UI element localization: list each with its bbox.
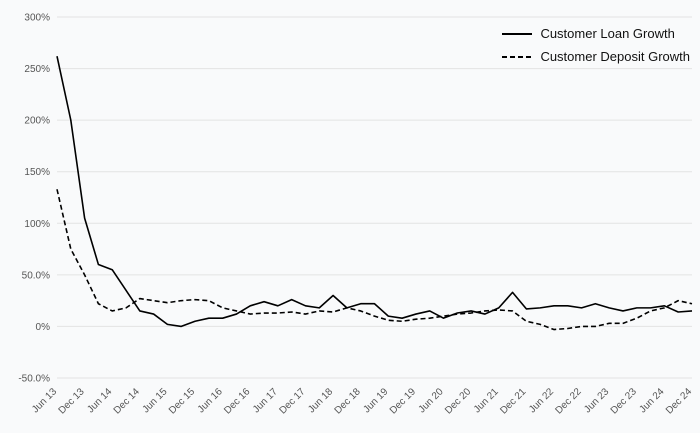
x-axis-tick-label: Dec 23 (609, 386, 639, 416)
y-axis-tick-label: 250% (24, 64, 50, 75)
legend-label-deposit-growth: Customer Deposit Growth (540, 49, 690, 64)
x-axis-tick-label: Jun 15 (141, 386, 170, 415)
x-axis-tick-label: Dec 15 (167, 386, 197, 416)
y-axis-tick-label: 150% (24, 167, 50, 178)
x-axis-tick-label: Jun 21 (472, 386, 501, 415)
x-axis-tick-label: Dec 24 (664, 386, 694, 416)
x-axis-tick-label: Dec 19 (388, 386, 418, 416)
x-axis-tick-label: Dec 18 (333, 386, 363, 416)
x-axis-tick-label: Jun 14 (85, 386, 114, 415)
x-axis-tick-label: Dec 16 (222, 386, 252, 416)
x-axis-tick-label: Jun 17 (251, 386, 280, 415)
y-axis-tick-label: 50.0% (22, 270, 50, 281)
x-axis-tick-label: Dec 14 (112, 386, 142, 416)
solid-line-swatch (502, 32, 533, 35)
x-axis-tick-label: Dec 13 (57, 386, 87, 416)
x-axis-tick-label: Jun 24 (637, 386, 666, 415)
chart-legend: Customer Loan Growth Customer Deposit Gr… (498, 24, 694, 66)
x-axis-tick-label: Jun 16 (196, 386, 225, 415)
x-axis-tick-label: Dec 21 (498, 386, 528, 416)
y-axis-tick-label: 200% (24, 116, 50, 127)
x-axis-tick-label: Jun 20 (417, 386, 446, 415)
legend-item-deposit-growth: Customer Deposit Growth (502, 49, 690, 64)
x-axis-tick-label: Jun 18 (306, 386, 335, 415)
x-axis-tick-label: Dec 17 (277, 386, 307, 416)
x-axis-tick-label: Dec 20 (443, 386, 473, 416)
dashed-line-swatch (502, 55, 533, 58)
x-axis-tick-label: Jun 23 (582, 386, 611, 415)
legend-item-loan-growth: Customer Loan Growth (502, 26, 690, 41)
y-axis-tick-label: 0% (36, 322, 51, 333)
x-axis-tick-label: Jun 22 (527, 386, 556, 415)
series-line-solid (56, 56, 693, 328)
y-axis-tick-label: 100% (24, 219, 50, 230)
x-axis-tick-label: Jun 13 (30, 386, 59, 415)
y-axis-tick-label: -50.0% (18, 374, 50, 385)
x-axis-tick-label: Dec 22 (554, 386, 584, 416)
x-axis-tick-label: Jun 19 (361, 386, 390, 415)
series-line-dashed (56, 189, 693, 331)
legend-label-loan-growth: Customer Loan Growth (540, 26, 675, 41)
y-axis-tick-label: 300% (24, 13, 50, 24)
